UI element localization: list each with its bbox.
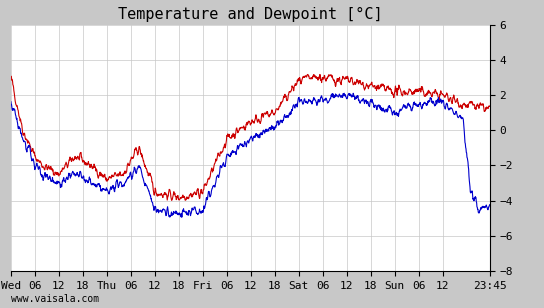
Text: www.vaisala.com: www.vaisala.com (11, 294, 99, 304)
Title: Temperature and Dewpoint [°C]: Temperature and Dewpoint [°C] (118, 7, 382, 22)
